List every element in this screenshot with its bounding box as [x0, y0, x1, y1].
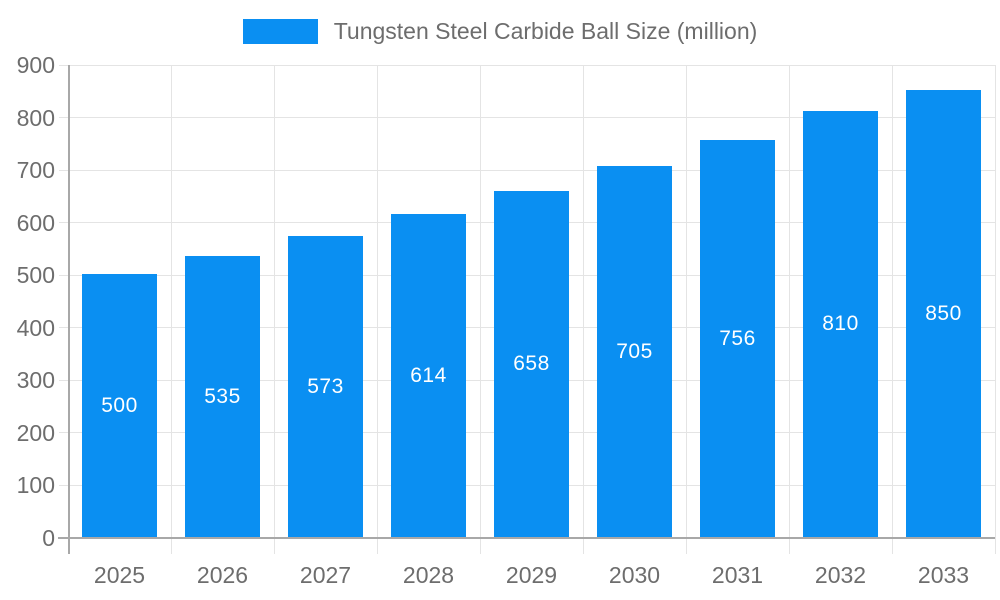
bar-value-label: 756	[719, 326, 756, 350]
y-gridline	[59, 117, 995, 119]
bar-2029[interactable]: 658	[494, 191, 569, 537]
bar-value-label: 535	[204, 384, 241, 408]
y-axis-tick-label: 800	[16, 104, 55, 131]
bar-2032[interactable]: 810	[803, 111, 878, 537]
y-axis-line	[68, 65, 70, 554]
x-axis-tick-label: 2030	[608, 562, 661, 588]
y-gridline	[59, 64, 995, 66]
legend-swatch-icon	[242, 19, 318, 44]
bar-2031[interactable]: 756	[700, 140, 775, 537]
x-axis-tick-label: 2025	[93, 562, 146, 588]
bar-value-label: 850	[925, 301, 962, 325]
bar-value-label: 500	[101, 393, 138, 417]
bar-2025[interactable]: 500	[82, 274, 157, 537]
x-gridline	[479, 65, 481, 554]
x-gridline	[788, 65, 790, 554]
y-axis-tick-label: 700	[16, 157, 55, 184]
y-axis-tick-label: 200	[16, 419, 55, 446]
bar-value-label: 658	[513, 352, 550, 375]
y-gridline	[59, 169, 995, 171]
x-axis-tick-label: 2027	[299, 562, 352, 588]
bar-2027[interactable]: 573	[288, 236, 363, 537]
bar-value-label: 573	[307, 374, 344, 398]
y-axis-tick-label: 500	[16, 262, 55, 289]
x-gridline	[273, 65, 275, 554]
x-axis-tick-label: 2032	[814, 562, 867, 588]
legend[interactable]: Tungsten Steel Carbide Ball Size (millio…	[0, 19, 1000, 44]
y-axis-tick-label: 900	[16, 52, 55, 78]
x-gridline	[170, 65, 172, 554]
x-axis-tick-label: 2026	[196, 562, 249, 588]
x-gridline	[685, 65, 687, 554]
x-gridline	[891, 65, 893, 554]
x-gridline	[582, 65, 584, 554]
y-axis-tick-label: 100	[16, 472, 55, 499]
x-axis-tick-label: 2033	[917, 562, 970, 588]
bar-2026[interactable]: 535	[185, 256, 260, 537]
bar-value-label: 810	[822, 312, 859, 335]
plot-area: 0 100 200 300 400 500 600 700 800 900 500 2025 535 20…	[17, 52, 996, 588]
y-axis-tick-label: 0	[42, 525, 55, 551]
y-axis-tick-label: 300	[16, 367, 55, 394]
bar-value-label: 614	[410, 363, 447, 387]
bar-2033[interactable]: 850	[906, 90, 981, 537]
legend-label: Tungsten Steel Carbide Ball Size (millio…	[333, 18, 758, 44]
x-axis-tick-label: 2029	[505, 562, 558, 588]
y-axis-tick-label: 400	[16, 314, 55, 341]
bar-2030[interactable]: 705	[597, 166, 672, 537]
y-axis-tick-label: 600	[16, 209, 55, 236]
x-gridline	[994, 65, 996, 554]
x-axis-line	[58, 537, 995, 539]
x-axis-tick-label: 2031	[711, 562, 764, 588]
x-gridline	[376, 65, 378, 554]
x-axis-tick-label: 2028	[402, 562, 455, 588]
bar-2028[interactable]: 614	[391, 214, 466, 537]
bar-value-label: 705	[616, 339, 653, 363]
